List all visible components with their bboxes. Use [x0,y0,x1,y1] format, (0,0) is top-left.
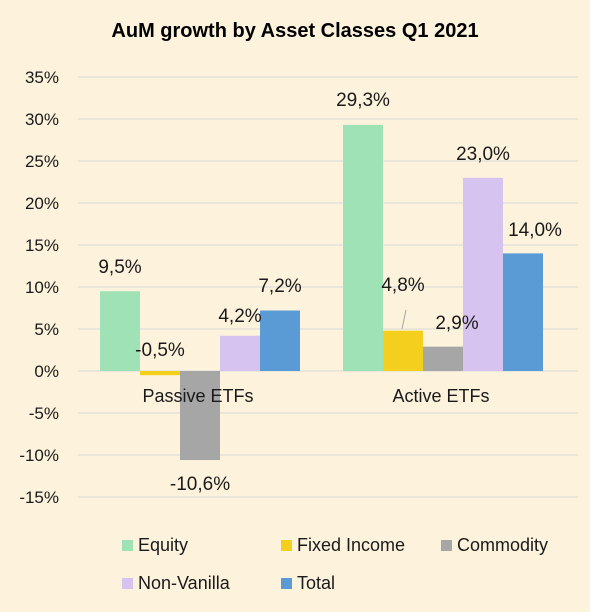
data-label: 4,8% [381,275,424,296]
bar-commodity [423,346,463,371]
data-label: -0,5% [135,340,185,361]
leader-line [401,309,407,330]
bar-total [503,253,543,371]
y-tick-label: 30% [25,110,59,129]
data-label: 2,9% [435,313,478,334]
legend-label: Commodity [457,535,548,555]
bar-fixed-income [140,371,180,376]
category-label: Active ETFs [392,386,489,406]
data-label: 4,2% [218,306,261,327]
legend-swatch [122,578,133,589]
y-tick-label: 0% [34,362,59,381]
y-tick-label: 10% [25,278,59,297]
data-label: 29,3% [336,90,390,111]
legend-swatch [122,540,133,551]
data-label: 14,0% [508,220,562,241]
legend-swatch [281,578,292,589]
y-tick-label: -10% [19,446,59,465]
data-label: 7,2% [258,276,301,297]
legend-swatch [441,540,452,551]
bar-fixed-income [383,330,423,371]
data-label: 23,0% [456,144,510,165]
category-label: Passive ETFs [142,386,253,406]
y-tick-label: 20% [25,194,59,213]
y-tick-label: 15% [25,236,59,255]
legend-label: Fixed Income [297,535,405,555]
bar-equity [100,291,140,371]
bar-commodity [180,371,220,461]
data-label: 9,5% [98,257,141,278]
bar-non-vanilla [220,335,260,371]
data-label: -10,6% [170,474,230,495]
legend-swatch [281,540,292,551]
y-tick-label: 25% [25,152,59,171]
legend-label: Non-Vanilla [138,573,231,593]
y-tick-label: 35% [25,68,59,87]
y-tick-label: -15% [19,488,59,507]
bar-equity [343,124,383,371]
y-tick-label: 5% [34,320,59,339]
legend-label: Total [297,573,335,593]
bar-total [260,310,300,371]
y-tick-label: -5% [29,404,59,423]
legend-label: Equity [138,535,188,555]
bar-non-vanilla [463,177,503,371]
chart-title: AuM growth by Asset Classes Q1 2021 [111,20,478,42]
